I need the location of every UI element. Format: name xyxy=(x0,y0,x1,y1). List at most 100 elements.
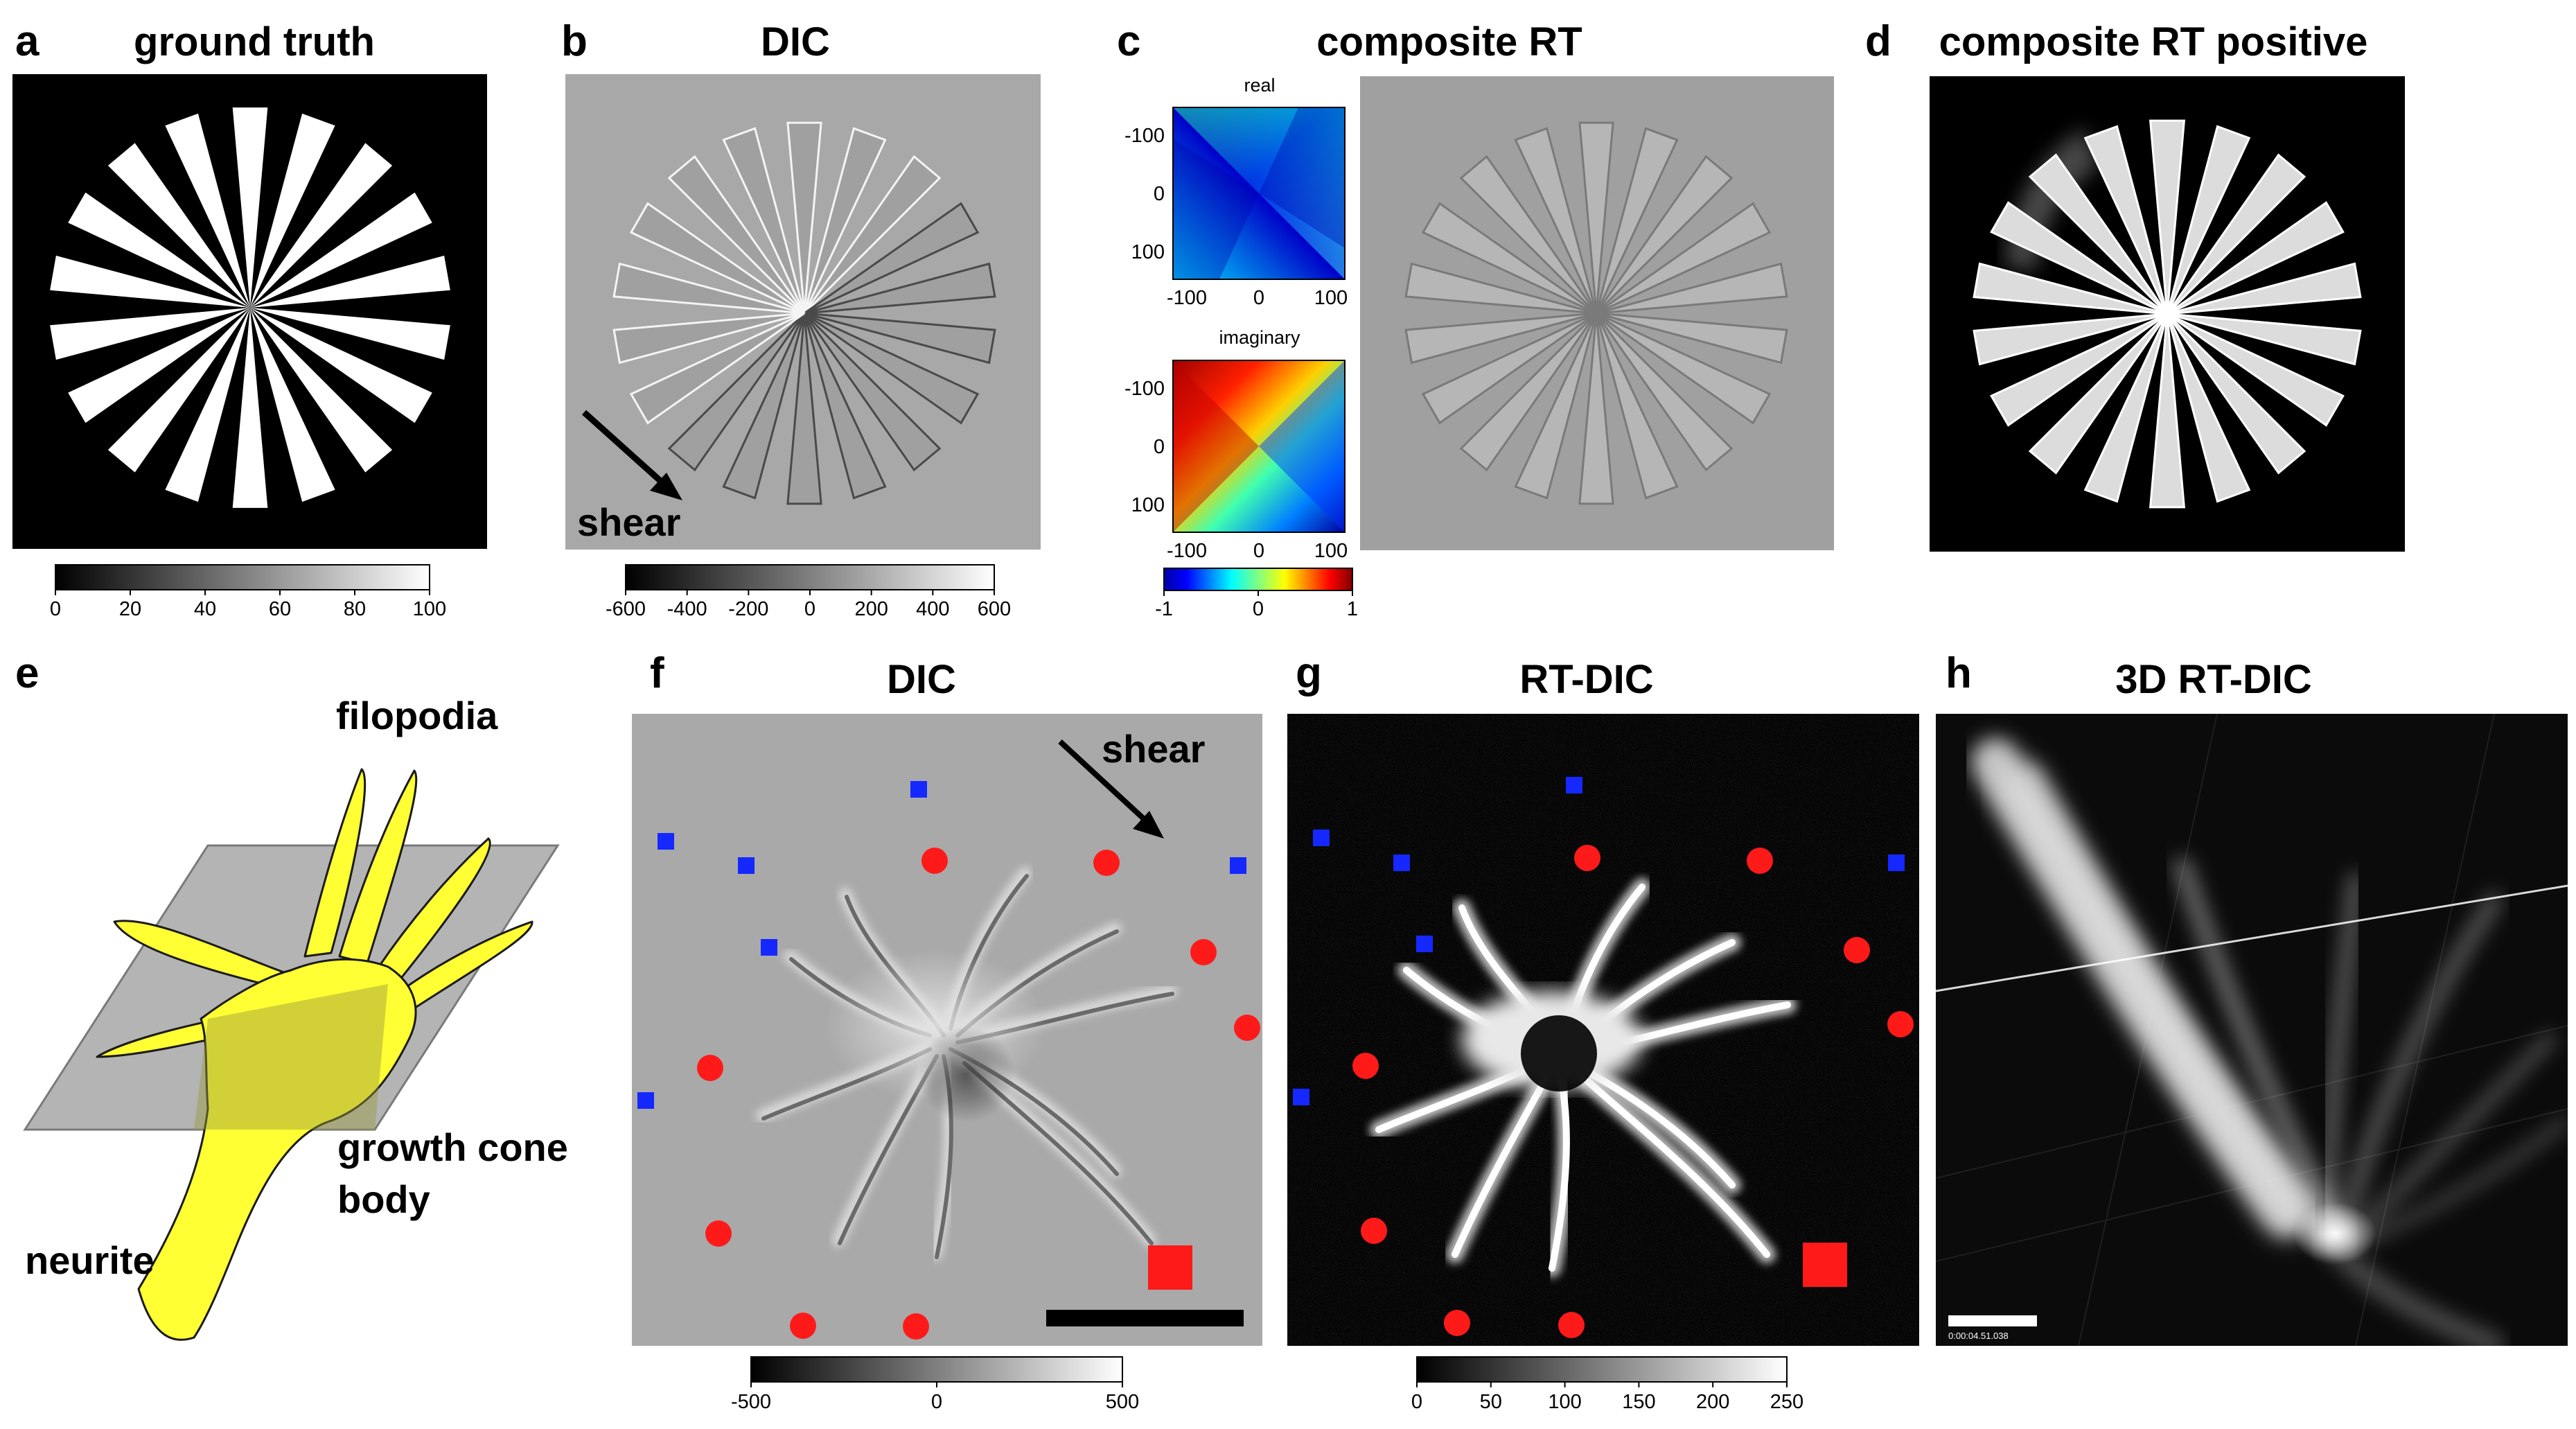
panel-letter-f: f xyxy=(650,649,664,697)
panel-letter-e: e xyxy=(15,649,39,697)
markers-f xyxy=(637,781,1260,1340)
inset-ytick-label: 100 xyxy=(1131,494,1165,516)
inset-imaginary-image xyxy=(1172,360,1346,533)
panel-title-d: composite RT positive xyxy=(1939,19,2368,64)
render-streak xyxy=(2320,873,2363,1241)
inset-xtick-label: 100 xyxy=(1314,287,1348,309)
panel-title-f: DIC xyxy=(887,657,956,702)
star-spoke xyxy=(1404,312,1597,365)
star-spoke xyxy=(1404,262,1597,315)
blue-marker xyxy=(761,939,777,956)
panel-letter-h: h xyxy=(1946,649,1972,697)
star-spoke xyxy=(1595,312,1733,472)
colorbar-tick-label: -600 xyxy=(606,598,646,620)
star-spoke xyxy=(2166,125,2251,315)
panel-b: b DIC shear -600 -400 -200 0 200 400 600 xyxy=(561,17,1041,620)
markers-g xyxy=(1293,777,1914,1338)
star-spoke xyxy=(803,313,887,500)
star-spoke xyxy=(232,308,268,508)
blue-marker xyxy=(1293,1089,1309,1105)
blue-marker xyxy=(637,1092,654,1109)
inset-real-image xyxy=(1172,107,1346,280)
star-spoke xyxy=(50,308,250,360)
red-marker xyxy=(697,1055,723,1081)
colorbar-tick-label: 100 xyxy=(413,598,446,620)
star-spoke xyxy=(1596,202,1772,315)
label-growth-cone: growth cone xyxy=(337,1125,568,1169)
colorbar-tick-label: 200 xyxy=(1696,1391,1729,1413)
star-spoke xyxy=(1459,312,1598,472)
inset-ytick-label: 0 xyxy=(1154,436,1165,458)
star-spoke xyxy=(2083,313,2169,503)
siemens-star-dic xyxy=(612,121,996,505)
star-spoke xyxy=(629,202,805,315)
filopodium xyxy=(1576,1071,1770,1258)
star-spoke xyxy=(1596,312,1772,425)
star-spoke xyxy=(250,113,335,308)
star-spoke xyxy=(250,143,393,308)
blue-marker xyxy=(1393,854,1410,871)
star-spoke xyxy=(804,312,980,425)
panel-letter-d: d xyxy=(1865,17,1891,65)
panel-f: f DIC shear -500 0 500 xyxy=(632,649,1262,1413)
colorbar-tick-label: 100 xyxy=(1548,1391,1581,1413)
star-spoke xyxy=(1990,313,2168,427)
render-streak xyxy=(2342,1033,2557,1247)
star-spoke xyxy=(1595,155,1733,315)
inset-ytick-label: -100 xyxy=(1124,125,1165,147)
colorbar-tick-label: 40 xyxy=(194,598,216,620)
colorbar-tick-label: 600 xyxy=(978,598,1011,620)
red-marker xyxy=(1558,1312,1585,1338)
panel-letter-g: g xyxy=(1296,649,1322,697)
red-marker xyxy=(1361,1218,1387,1244)
star-spoke xyxy=(250,308,393,473)
red-marker xyxy=(790,1313,816,1339)
star-spoke xyxy=(803,312,942,472)
label-neurite: neurite xyxy=(25,1238,155,1282)
colorbar-tick-label: 0 xyxy=(50,598,61,620)
star-spoke xyxy=(68,192,250,308)
colorbar-tick-label: 80 xyxy=(344,598,366,620)
red-square-marker xyxy=(1148,1245,1192,1290)
red-marker xyxy=(1747,848,1773,874)
red-marker xyxy=(1093,850,1120,876)
panel-title-g: RT-DIC xyxy=(1519,657,1653,702)
star-spoke xyxy=(804,202,980,315)
colorbar-tick-label: 500 xyxy=(1106,1391,1139,1413)
panel-letter-b: b xyxy=(561,17,588,65)
panel-title-h: 3D RT-DIC xyxy=(2115,657,2312,702)
star-spoke xyxy=(1459,155,1598,315)
colorbar-b-ticks: -600 -400 -200 0 200 400 600 xyxy=(606,590,1011,620)
blue-marker xyxy=(1230,857,1246,874)
star-spoke xyxy=(804,262,996,315)
rt-dic-micrograph xyxy=(1287,714,1919,1346)
growth-cone-drawing xyxy=(96,768,533,1341)
3d-rt-dic-render: 0:00:04.51.038 xyxy=(1936,714,2568,1346)
inset-imag-ticks: -100 0 100 -100 0 100 xyxy=(1124,378,1348,562)
star-spoke xyxy=(786,121,822,314)
star-spoke xyxy=(1514,313,1598,500)
dic-micrograph xyxy=(632,714,1262,1346)
colorbar-tick-label: 60 xyxy=(269,598,291,620)
render-streak xyxy=(2016,762,2342,1247)
blue-marker xyxy=(1888,854,1905,871)
red-marker xyxy=(1844,937,1870,963)
blue-marker xyxy=(738,857,755,874)
colorbar-f xyxy=(750,1356,1123,1383)
siemens-star-composite-rt xyxy=(1404,121,1788,505)
inset-xtick-label: 0 xyxy=(1253,287,1264,309)
star-spoke xyxy=(1595,313,1679,500)
star-spoke xyxy=(250,192,432,308)
blue-marker xyxy=(1416,936,1433,952)
label-filopodia: filopodia xyxy=(336,694,498,737)
star-spoke xyxy=(722,313,806,500)
star-spoke xyxy=(2028,313,2169,475)
star-spoke xyxy=(2149,119,2186,315)
red-marker xyxy=(1444,1310,1470,1336)
siemens-star-rt-positive xyxy=(1973,119,2362,509)
star-spoke xyxy=(1578,121,1614,314)
star-spoke xyxy=(250,308,432,423)
panel-title-a: ground truth xyxy=(134,19,375,64)
